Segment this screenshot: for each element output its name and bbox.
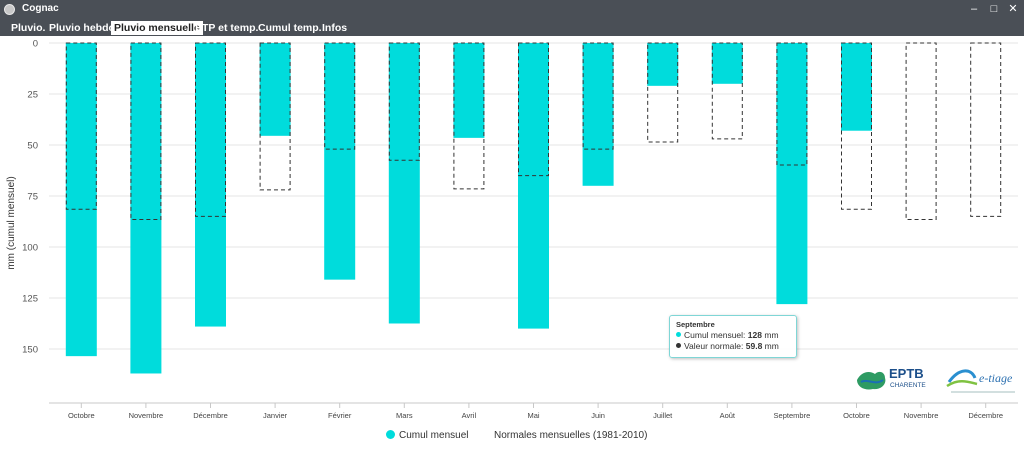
- bar-normale: [841, 42, 872, 210]
- bar-normale: [324, 42, 356, 150]
- x-tick-label: Octobre: [843, 411, 870, 420]
- x-tick-label: Septembre: [774, 411, 811, 420]
- legend-cumul-mensuel[interactable]: Cumul mensuel: [386, 430, 468, 441]
- legend-dot-icon: [386, 430, 395, 439]
- series-dot-icon: [676, 343, 681, 348]
- close-icon[interactable]: ✕: [1008, 3, 1018, 15]
- title-bar: Cognac – □ ✕: [0, 0, 1024, 19]
- bar-cumul: [259, 43, 291, 136]
- tab-etp-temp[interactable]: ETP et temp.: [195, 22, 259, 34]
- tooltip-row-normale: Valeur normale: 59.8 mm: [676, 341, 779, 351]
- bar-normale: [711, 42, 743, 140]
- etiage-logo-text: e-tiage: [979, 371, 1013, 385]
- bar-normale: [259, 42, 291, 191]
- x-tick-label: Juillet: [653, 411, 673, 420]
- bar-cumul: [453, 43, 485, 138]
- bar-normale: [453, 42, 485, 190]
- tab-infos[interactable]: Infos: [322, 22, 348, 34]
- eptb-logo-subtext: CHARENTE: [890, 382, 926, 389]
- tooltip-value: 59.8: [745, 341, 763, 351]
- x-tick-label: Août: [720, 411, 736, 420]
- e-tiage-logo: e-tiage: [946, 369, 1015, 393]
- tooltip-label: Valeur normale:: [684, 341, 744, 351]
- series-dot-icon: [676, 332, 681, 337]
- eptb-charente-logo: EPTB CHARENTE: [857, 366, 926, 390]
- x-tick-label: Janvier: [263, 411, 288, 420]
- tooltip-unit: mm: [764, 341, 779, 351]
- x-tick-label: Juin: [591, 411, 605, 420]
- x-tick-label: Avril: [462, 411, 477, 420]
- y-axis-label: mm (cumul mensuel): [6, 176, 17, 269]
- tab-pluvio-mensuelle[interactable]: Pluvio mensuelle: [111, 21, 203, 35]
- tooltip-label: Cumul mensuel:: [684, 330, 746, 340]
- bar-normale: [195, 42, 226, 217]
- y-tick-label: 100: [22, 243, 38, 254]
- legend-label: Cumul mensuel: [399, 430, 469, 441]
- monthly-rainfall-chart: 0 25 50 75 100 125 150 Octobre Novembre Décembre…: [6, 39, 1018, 420]
- tooltip-title: Septembre: [676, 320, 715, 329]
- chart-tooltip: Septembre Cumul mensuel: 128 mm Valeur n…: [669, 315, 797, 358]
- tab-cumul-temp[interactable]: Cumul temp.: [258, 22, 322, 34]
- bar-cumul: [324, 43, 356, 280]
- bar-normale: [776, 42, 808, 166]
- tab-pluvio-hebdo[interactable]: Pluvio hebdo: [49, 22, 115, 34]
- legend-label: Normales mensuelles (1981-2010): [494, 430, 648, 441]
- x-tick-label: Octobre: [68, 411, 95, 420]
- bar-cumul: [195, 43, 226, 327]
- y-tick-label: 150: [22, 345, 38, 356]
- bar-normale: [388, 42, 420, 161]
- y-tick-label: 125: [22, 294, 38, 305]
- bar-normale: [970, 42, 1002, 217]
- window-title: Cognac: [22, 3, 59, 14]
- x-tick-label: Mai: [527, 411, 539, 420]
- bar-normale: [582, 42, 614, 150]
- bar-normale: [65, 42, 97, 210]
- bar-normale: [518, 42, 549, 177]
- y-tick-label: 25: [27, 90, 38, 101]
- x-tick-label: Décembre: [193, 411, 228, 420]
- bar-cumul: [776, 43, 808, 305]
- tooltip-value: 128: [747, 330, 762, 340]
- bar-cumul: [388, 43, 420, 324]
- bar-cumul: [65, 43, 97, 357]
- bar-normale: [647, 42, 679, 143]
- y-tick-label: 50: [27, 141, 38, 152]
- bar-cumul: [711, 43, 743, 84]
- tab-bar: Pluvio. Pluvio hebdo Pluvio mensuelle ET…: [0, 19, 1024, 36]
- x-tick-label: Novembre: [129, 411, 164, 420]
- bar-cumul: [841, 43, 872, 131]
- minimize-icon[interactable]: –: [970, 3, 978, 15]
- bar-normale: [130, 42, 162, 220]
- bar-cumul: [130, 43, 162, 374]
- bar-cumul: [582, 43, 614, 186]
- x-tick-label: Février: [328, 411, 352, 420]
- x-tick-label: Décembre: [968, 411, 1003, 420]
- tooltip-row-cumul: Cumul mensuel: 128 mm: [676, 330, 779, 340]
- bar-cumul: [518, 43, 549, 329]
- tab-pluvio[interactable]: Pluvio.: [11, 22, 46, 34]
- bar-cumul: [647, 43, 679, 86]
- maximize-icon[interactable]: □: [990, 3, 998, 15]
- y-tick-label: 75: [27, 192, 38, 203]
- x-tick-label: Novembre: [904, 411, 939, 420]
- y-tick-label: 0: [33, 39, 38, 50]
- eptb-logo-text: EPTB: [889, 366, 924, 381]
- app-icon: [4, 4, 15, 15]
- bar-normale: [905, 42, 937, 220]
- tooltip-unit: mm: [764, 330, 779, 340]
- x-tick-label: Mars: [396, 411, 413, 420]
- legend-normales[interactable]: Normales mensuelles (1981-2010): [494, 430, 647, 441]
